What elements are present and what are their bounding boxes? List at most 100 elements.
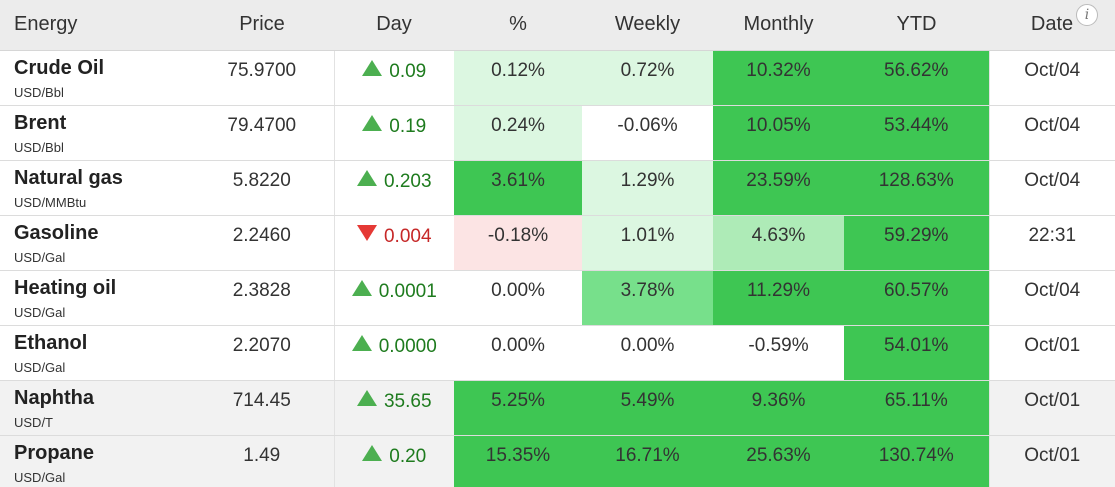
commodity-cell[interactable]: Gasoline USD/Gal — [0, 215, 190, 271]
date-cell: Oct/01 — [988, 435, 1115, 487]
day-change-cell: 0.20 — [333, 435, 454, 487]
monthly-change-cell: 10.05% — [713, 105, 844, 161]
date-cell: Oct/04 — [988, 160, 1115, 216]
ytd-change-cell: 53.44% — [844, 105, 989, 161]
day-change-value: 0.20 — [389, 445, 427, 467]
table-header-row: Energy Price Day % Weekly Monthly YTD Da… — [0, 0, 1115, 51]
commodity-name-link[interactable]: Propane — [14, 441, 95, 464]
price-cell: 2.2460 — [190, 215, 334, 271]
header-price[interactable]: Price — [190, 0, 334, 51]
up-arrow-icon — [356, 169, 377, 186]
table-row[interactable]: Heating oil USD/Gal 2.3828 0.0001 0.00% 3.78%… — [0, 270, 1115, 326]
commodity-unit: USD/Gal — [14, 249, 66, 265]
monthly-change-cell: 9.36% — [713, 380, 844, 436]
up-arrow-icon — [351, 334, 372, 351]
commodity-unit: USD/Gal — [14, 469, 66, 485]
monthly-change-cell: 23.59% — [713, 160, 844, 216]
commodity-cell[interactable]: Heating oil USD/Gal — [0, 270, 190, 326]
day-change-value: 0.19 — [389, 115, 427, 137]
commodity-unit: USD/T — [14, 414, 53, 430]
commodity-cell[interactable]: Natural gas USD/MMBtu — [0, 160, 190, 216]
weekly-change-cell: 5.49% — [582, 380, 713, 436]
percent-change-cell: 15.35% — [454, 435, 582, 487]
weekly-change-cell: 0.72% — [582, 50, 713, 106]
commodity-name-link[interactable]: Gasoline — [14, 221, 99, 244]
price-cell: 2.2070 — [190, 325, 334, 381]
table-row[interactable]: Naphtha USD/T 714.45 35.65 5.25% 5.49% 9.36% 65… — [0, 380, 1115, 436]
price-cell: 75.9700 — [190, 50, 334, 106]
ytd-change-cell: 128.63% — [844, 160, 989, 216]
day-change-cell: 0.203 — [333, 160, 454, 216]
table-row[interactable]: Crude Oil USD/Bbl 75.9700 0.09 0.12% 0.72% 10.… — [0, 50, 1115, 106]
table-row[interactable]: Brent USD/Bbl 79.4700 0.19 0.24% -0.06% 10.05%… — [0, 105, 1115, 161]
weekly-change-cell: 3.78% — [582, 270, 713, 326]
commodity-unit: USD/Gal — [14, 359, 66, 375]
day-change-value: 0.0000 — [378, 335, 437, 357]
header-energy[interactable]: Energy — [0, 0, 190, 51]
price-cell: 79.4700 — [190, 105, 334, 161]
commodity-unit: USD/Bbl — [14, 84, 64, 100]
percent-change-cell: 3.61% — [454, 160, 582, 216]
monthly-change-cell: -0.59% — [713, 325, 844, 381]
price-cell: 2.3828 — [190, 270, 334, 326]
day-change-cell: 0.0000 — [333, 325, 454, 381]
price-cell: 714.45 — [190, 380, 334, 436]
commodity-cell[interactable]: Ethanol USD/Gal — [0, 325, 190, 381]
up-arrow-icon — [362, 444, 383, 461]
price-cell: 1.49 — [190, 435, 334, 487]
percent-change-cell: 0.00% — [454, 270, 582, 326]
commodity-name-link[interactable]: Heating oil — [14, 276, 117, 299]
day-change-value: 0.004 — [383, 225, 432, 247]
commodity-name-link[interactable]: Ethanol — [14, 331, 88, 354]
day-change-cell: 0.004 — [333, 215, 454, 271]
commodity-name-link[interactable]: Natural gas — [14, 166, 123, 189]
monthly-change-cell: 10.32% — [713, 50, 844, 106]
commodity-cell[interactable]: Brent USD/Bbl — [0, 105, 190, 161]
header-monthly[interactable]: Monthly — [713, 0, 844, 51]
commodity-cell[interactable]: Propane USD/Gal — [0, 435, 190, 487]
percent-change-cell: -0.18% — [454, 215, 582, 271]
commodity-unit: USD/Bbl — [14, 139, 64, 155]
date-cell: 22:31 — [988, 215, 1115, 271]
percent-change-cell: 0.24% — [454, 105, 582, 161]
commodity-name-link[interactable]: Naphtha — [14, 386, 94, 409]
ytd-change-cell: 60.57% — [844, 270, 989, 326]
day-change-cell: 0.0001 — [333, 270, 454, 326]
info-icon[interactable]: i — [1076, 4, 1098, 26]
ytd-change-cell: 59.29% — [844, 215, 989, 271]
ytd-change-cell: 54.01% — [844, 325, 989, 381]
weekly-change-cell: 1.29% — [582, 160, 713, 216]
weekly-change-cell: 0.00% — [582, 325, 713, 381]
monthly-change-cell: 25.63% — [713, 435, 844, 487]
up-arrow-icon — [362, 59, 383, 76]
header-weekly[interactable]: Weekly — [582, 0, 713, 51]
table-row[interactable]: Natural gas USD/MMBtu 5.8220 0.203 3.61% 1.29… — [0, 160, 1115, 216]
day-change-value: 0.0001 — [378, 280, 437, 302]
header-date[interactable]: Date — [989, 0, 1115, 51]
monthly-change-cell: 11.29% — [713, 270, 844, 326]
commodity-cell[interactable]: Naphtha USD/T — [0, 380, 190, 436]
up-arrow-icon — [356, 389, 377, 406]
table-row[interactable]: Ethanol USD/Gal 2.2070 0.0000 0.00% 0.00% -0.5… — [0, 325, 1115, 381]
table-row[interactable]: Propane USD/Gal 1.49 0.20 15.35% 16.71% 25.63%… — [0, 435, 1115, 487]
table-row[interactable]: Gasoline USD/Gal 2.2460 0.004 -0.18% 1.01% 4.6… — [0, 215, 1115, 271]
weekly-change-cell: 1.01% — [582, 215, 713, 271]
day-change-value: 35.65 — [383, 390, 432, 412]
header-percent[interactable]: % — [454, 0, 582, 51]
header-ytd[interactable]: YTD — [844, 0, 989, 51]
weekly-change-cell: -0.06% — [582, 105, 713, 161]
header-day[interactable]: Day — [334, 0, 454, 51]
commodity-cell[interactable]: Crude Oil USD/Bbl — [0, 50, 190, 106]
percent-change-cell: 0.12% — [454, 50, 582, 106]
monthly-change-cell: 4.63% — [713, 215, 844, 271]
percent-change-cell: 0.00% — [454, 325, 582, 381]
weekly-change-cell: 16.71% — [582, 435, 713, 487]
day-change-cell: 0.09 — [333, 50, 454, 106]
commodity-name-link[interactable]: Brent — [14, 111, 67, 134]
day-change-cell: 35.65 — [333, 380, 454, 436]
commodity-name-link[interactable]: Crude Oil — [14, 56, 105, 79]
date-cell: Oct/04 — [988, 270, 1115, 326]
up-arrow-icon — [351, 279, 372, 296]
